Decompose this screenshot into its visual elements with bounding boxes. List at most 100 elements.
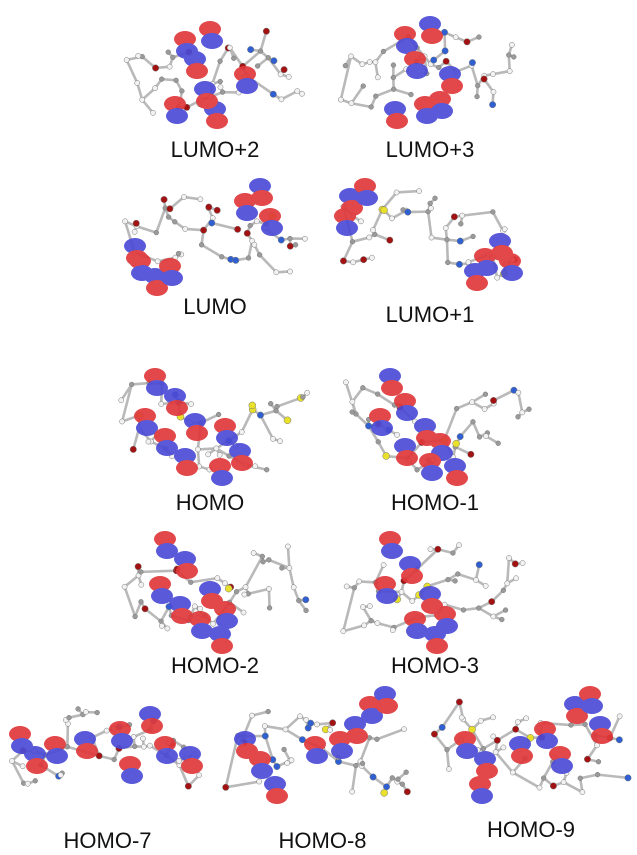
bond: [123, 585, 137, 618]
carbon-atom: [490, 209, 496, 215]
orbital-lobe: [431, 103, 453, 119]
carbon-atom: [408, 91, 414, 98]
carbon-atom: [470, 233, 476, 240]
carbon-atom: [445, 576, 451, 583]
oxygen-atom: [213, 206, 221, 214]
orbital-lobe: [394, 438, 416, 454]
orbital-lobe: [209, 458, 231, 474]
orbital-lobe: [169, 596, 191, 612]
orbital-lobe: [144, 268, 166, 284]
carbon-atom: [281, 746, 287, 753]
orbital-lobe: [184, 51, 206, 67]
molecule-homo: [118, 368, 311, 486]
bond: [351, 236, 371, 243]
hydrogen-atom: [393, 189, 400, 196]
bond: [66, 722, 70, 749]
carbon-atom: [226, 453, 232, 459]
orbital-lobe: [214, 418, 236, 434]
hydrogen-atom: [500, 744, 507, 751]
carbon-atom: [450, 550, 456, 556]
orbital-lobe: [76, 743, 98, 759]
orbital-lobe: [419, 586, 441, 602]
bond: [341, 586, 356, 633]
hydrogen-atom: [356, 578, 363, 585]
carbon-atom: [153, 229, 159, 236]
carbon-atom: [259, 553, 265, 560]
hydrogen-atom: [314, 721, 320, 728]
bond: [350, 101, 373, 109]
orbital-lobes: [454, 686, 613, 804]
orbital-lobe: [456, 743, 478, 759]
bond: [263, 734, 275, 761]
molecule-lumo-plus-2: [123, 21, 305, 129]
orbital-lobe: [251, 190, 273, 206]
oxygen-atom: [222, 783, 230, 791]
bond: [210, 221, 239, 231]
oxygen-atom: [141, 605, 149, 613]
carbon-atom: [138, 569, 144, 575]
hydrogen-atom: [222, 580, 228, 587]
hydrogen-atom: [195, 446, 201, 453]
orbital-lobe: [211, 470, 233, 486]
oxygen-atom: [360, 256, 368, 264]
bond: [280, 89, 299, 101]
bond: [267, 587, 271, 610]
sulfur-atom: [452, 439, 460, 448]
hydrogen-atom: [428, 205, 434, 212]
hydrogen-atom: [490, 613, 497, 620]
orbital-lobe: [589, 716, 611, 732]
bond: [267, 558, 291, 570]
carbon-atom: [495, 440, 501, 446]
bond: [135, 81, 144, 102]
carbon-atom: [540, 775, 547, 781]
carbon-atom: [132, 743, 138, 750]
hydrogen-atom: [458, 714, 465, 721]
orbital-lobe: [259, 208, 281, 224]
nitrogen-atom: [257, 411, 264, 419]
orbital-lobe: [166, 400, 188, 416]
bond: [359, 736, 371, 763]
orbital-lobe: [396, 38, 418, 54]
orbital-lobe: [206, 113, 228, 129]
orbital-lobe: [421, 465, 443, 481]
hydrogen-atom: [494, 274, 500, 281]
bond: [491, 210, 505, 233]
molecule-lumo: [122, 178, 308, 296]
hydrogen-atom: [501, 226, 508, 232]
hydrogen-atom: [442, 225, 449, 231]
hydrogen-atom: [191, 603, 198, 610]
hydrogen-atom: [343, 379, 349, 386]
bond: [376, 392, 396, 407]
hydrogen-atom: [389, 215, 395, 222]
orbital-label: LUMO+3: [385, 137, 475, 162]
orbital-lobe: [236, 205, 258, 221]
hydrogen-atom: [294, 88, 301, 94]
orbital-lobe: [234, 66, 256, 82]
hydrogen-atom: [123, 57, 130, 63]
nitrogen-atom: [302, 596, 310, 604]
orbital-lobes: [149, 531, 238, 654]
bond: [284, 714, 302, 731]
bond: [241, 49, 262, 68]
hydrogen-atom: [492, 749, 499, 756]
hydrogen-atom: [560, 779, 567, 786]
orbital-lobe: [369, 408, 391, 424]
orbital-lobe: [464, 263, 486, 279]
carbon-atom: [353, 762, 359, 769]
bond: [578, 773, 599, 780]
molecule-homo-minus-9: [430, 686, 632, 804]
hydrogen-atom: [504, 580, 511, 587]
orbital-lobe: [306, 748, 328, 764]
bond: [246, 587, 271, 596]
orbital-lobe: [346, 728, 368, 744]
bond: [460, 210, 495, 217]
carbon-atom: [445, 259, 451, 266]
orbital-lobe: [159, 258, 181, 274]
nitrogen-atom: [383, 783, 390, 791]
bond: [395, 189, 421, 194]
orbital-lobe: [191, 623, 213, 639]
carbon-atom: [480, 746, 486, 752]
orbital-lobe: [166, 108, 188, 124]
hydrogen-atom: [506, 555, 512, 561]
orbital-lobe: [134, 408, 156, 424]
